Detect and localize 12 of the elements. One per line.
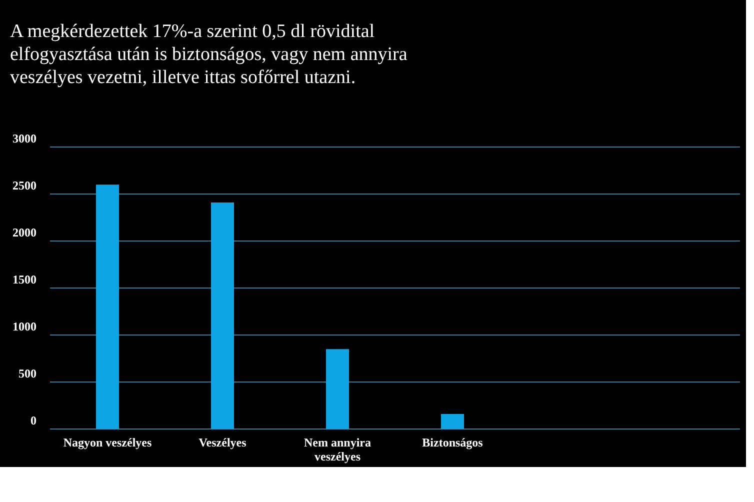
y-tick-label: 500 bbox=[18, 366, 36, 380]
y-tick-label: 2500 bbox=[12, 178, 36, 192]
y-tick-label: 1000 bbox=[12, 320, 36, 334]
y-tick-label: 0 bbox=[30, 414, 36, 428]
x-tick-label: Nem annyira veszélyes bbox=[304, 436, 371, 464]
y-tick-label: 1500 bbox=[12, 272, 36, 286]
y-tick-label: 3000 bbox=[12, 132, 36, 146]
x-tick-label: Biztonságos bbox=[422, 436, 484, 450]
x-tick-label: Veszélyes bbox=[198, 436, 247, 450]
y-tick-label: 2000 bbox=[12, 226, 36, 240]
chart-title: A megkérdezettek 17%-a szerint 0,5 dl rövidital elfogyasztása után is biztonságos, vagy nem annyira veszélyes vezetni, illetve ittas sofőrrel utazni. bbox=[10, 21, 408, 88]
x-tick-label: Nagyon veszélyes bbox=[63, 436, 152, 450]
